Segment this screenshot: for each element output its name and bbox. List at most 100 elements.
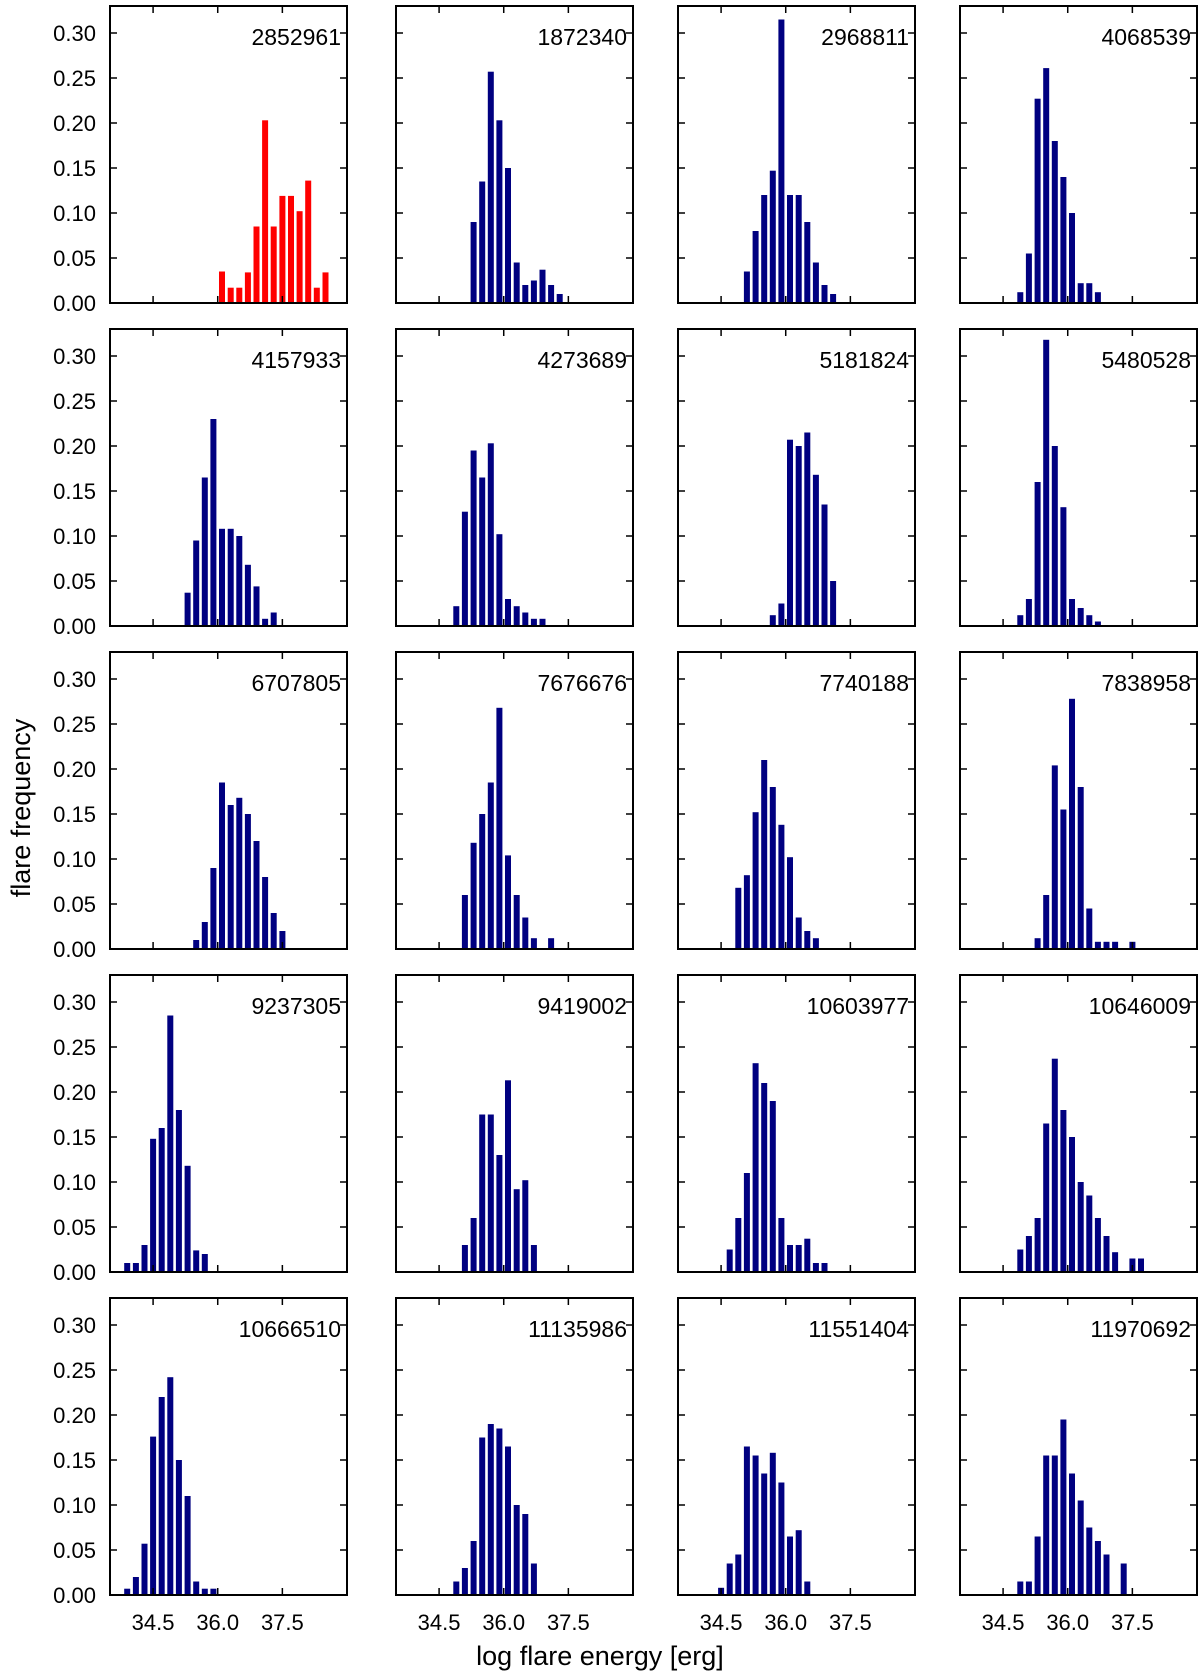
bar (769, 1101, 776, 1272)
x-tick-label: 36.0 (1046, 1610, 1089, 1635)
bar (193, 1581, 200, 1595)
bar (150, 1138, 157, 1272)
bar (227, 805, 234, 949)
panel-frame (959, 328, 1198, 627)
panel-10646009: 10646009 (959, 974, 1198, 1273)
panel-label: 9237305 (251, 993, 341, 1019)
bar (513, 1189, 520, 1272)
bar (505, 855, 511, 949)
panel-frame (109, 1297, 348, 1596)
bar (513, 262, 520, 303)
bar (743, 1173, 750, 1272)
panel-4273689: 4273689 (395, 328, 634, 627)
x-tick-label: 36.0 (764, 1610, 807, 1635)
bar (735, 1218, 742, 1272)
bar (1043, 895, 1050, 949)
bar (167, 1377, 174, 1595)
panel-frame (395, 1297, 634, 1596)
bar (1051, 141, 1058, 303)
bar (522, 612, 529, 626)
y-tick-label: 0.25 (53, 1035, 96, 1060)
bar (1034, 1218, 1041, 1272)
bar (1043, 1455, 1050, 1595)
panel-6707805: 0.00 0.05 0.10 0.15 0.20 0.25 0.30 6707805 (53, 651, 348, 962)
bar (496, 1428, 503, 1595)
bar (132, 1263, 139, 1272)
bar (1034, 1536, 1041, 1595)
bar (787, 195, 793, 303)
y-tick-label: 0.30 (53, 344, 96, 369)
panel-7740188: 7740188 (677, 651, 916, 950)
bar (253, 226, 260, 303)
bar (253, 841, 260, 949)
bar (1103, 941, 1110, 949)
bar (1077, 283, 1084, 303)
bar (752, 231, 759, 303)
bar (1060, 809, 1067, 949)
panel-frame (677, 5, 916, 304)
bar (769, 170, 776, 303)
y-tick-label: 0.20 (53, 1403, 96, 1428)
bar (479, 1437, 486, 1595)
panel-label: 10666510 (239, 1316, 341, 1342)
bar (193, 540, 200, 626)
bar (1112, 1252, 1119, 1272)
x-tick-label: 34.5 (982, 1610, 1025, 1635)
y-tick-label: 0.30 (53, 667, 96, 692)
x-tick-label: 34.5 (700, 1610, 743, 1635)
bar (1025, 1236, 1032, 1272)
y-tick-label: 0.15 (53, 156, 96, 181)
bar (513, 606, 520, 626)
panel-frame (677, 328, 916, 627)
bar (487, 1424, 494, 1595)
panel-label: 4068539 (1101, 24, 1191, 50)
y-tick-label: 0.10 (53, 524, 96, 549)
panels-group: 0.00 0.05 0.10 0.15 0.20 0.25 0.30 2852961 18723… (53, 5, 1198, 1635)
bar (530, 618, 537, 626)
bar (470, 1218, 477, 1272)
bar (158, 1397, 165, 1595)
bar (496, 1155, 503, 1272)
panel-label: 6707805 (251, 670, 341, 696)
bar (787, 857, 793, 949)
bar (778, 1218, 785, 1272)
panel-5480528: 5480528 (959, 328, 1198, 627)
bar (804, 1581, 811, 1595)
bar (184, 1165, 191, 1272)
panel-4068539: 4068539 (959, 5, 1198, 304)
bar (761, 1473, 768, 1595)
bar (1094, 1218, 1101, 1272)
bar (487, 443, 494, 626)
y-tick-label: 0.15 (53, 1125, 96, 1150)
bar (193, 1250, 200, 1272)
bar (505, 1080, 511, 1272)
bar (167, 1015, 174, 1272)
y-tick-label: 0.05 (53, 569, 96, 594)
bar (175, 1460, 182, 1595)
bar (253, 586, 260, 626)
bar (1094, 1541, 1101, 1595)
bar (461, 511, 468, 626)
bar (1094, 621, 1101, 626)
x-tick-label: 37.5 (261, 1610, 304, 1635)
bar (305, 180, 312, 303)
panel-label: 5181824 (819, 347, 909, 373)
panel-label: 2968811 (821, 24, 909, 50)
bar (1077, 608, 1084, 626)
bar (313, 287, 320, 303)
x-tick-label: 37.5 (547, 1610, 590, 1635)
bar (1069, 1473, 1075, 1595)
bar (743, 271, 750, 303)
bar (743, 875, 750, 949)
y-tick-label: 0.25 (53, 1358, 96, 1383)
bar (227, 287, 234, 303)
bar (479, 814, 486, 949)
x-tick-label: 37.5 (1111, 1610, 1154, 1635)
bar (1069, 599, 1075, 626)
bar (1094, 292, 1101, 303)
bar (530, 938, 537, 949)
panel-frame (677, 651, 916, 950)
bar (141, 1245, 148, 1272)
y-tick-label: 0.30 (53, 990, 96, 1015)
bar (470, 450, 477, 626)
